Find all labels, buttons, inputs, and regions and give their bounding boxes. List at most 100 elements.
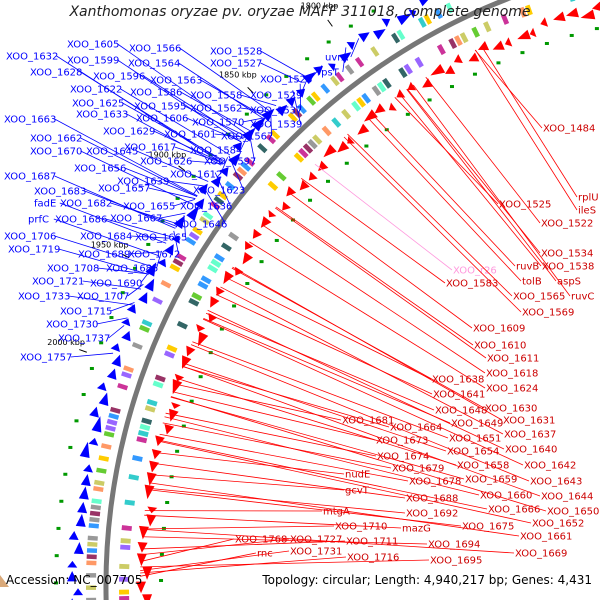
ruler-label: 1950 kbp — [91, 240, 129, 249]
forward-gene-arrow — [126, 304, 136, 314]
reverse-gene-leader — [159, 433, 409, 482]
cog-block — [453, 35, 463, 47]
cog-block — [296, 103, 307, 115]
reverse-gene-arrow — [139, 525, 149, 540]
cog-block — [261, 138, 272, 149]
cog-block — [240, 161, 252, 172]
forward-gene-arrow — [372, 29, 386, 40]
reverse-gene-leader — [140, 538, 235, 562]
forward-gene-label: XOO_1639 — [117, 177, 169, 188]
forward-gene-label: XOO_1570 — [192, 118, 244, 129]
forward-gene-label: XOO_1558 — [190, 91, 242, 102]
gc-mark — [226, 132, 231, 136]
reverse-gene-arrow — [357, 123, 370, 135]
forward-gene-arrow — [302, 72, 316, 85]
reverse-gene-leader — [406, 89, 557, 282]
reverse-gene-arrow — [186, 345, 196, 357]
gc-mark — [146, 242, 151, 246]
reverse-gene-label: XOO_1716 — [347, 553, 399, 564]
cog-block — [483, 21, 492, 33]
reverse-gene-label: XOO_1630 — [485, 404, 537, 415]
forward-gene-label: XOO_1612 — [170, 170, 222, 181]
gc-mark — [175, 196, 180, 200]
cog-block — [166, 268, 178, 278]
reverse-gene-leader — [158, 439, 488, 510]
forward-gene-arrow — [73, 588, 84, 596]
forward-gene-leader — [184, 105, 247, 137]
forward-gene-leader — [97, 267, 149, 275]
forward-gene-label: XOO_1662 — [30, 134, 82, 145]
forward-gene-leader — [130, 235, 170, 239]
forward-gene-arrow — [121, 318, 131, 327]
forward-gene-label: XOO_1685 — [106, 264, 158, 275]
forward-gene-leader — [153, 130, 224, 164]
reverse-gene-label: XOO_1652 — [532, 519, 584, 530]
cog-block — [391, 32, 401, 44]
cog-block — [185, 236, 197, 246]
gc-mark — [198, 375, 203, 379]
forward-gene-label: XOO_1682 — [60, 199, 112, 210]
cog-block — [344, 64, 355, 75]
reverse-gene-leader — [205, 312, 435, 411]
cog-block — [103, 430, 115, 438]
forward-gene-label: XOO_1686 — [55, 215, 107, 226]
forward-gene-label: XOO_1633 — [76, 110, 128, 121]
cog-block — [370, 46, 380, 57]
forward-gene-arrow — [261, 108, 275, 122]
reverse-gene-leader — [170, 396, 465, 480]
ruler-label: 2000 kbp — [47, 338, 85, 347]
cog-block — [191, 292, 203, 302]
cog-block — [366, 89, 377, 101]
forward-gene-leader — [260, 50, 308, 78]
ruler-tick — [247, 86, 254, 94]
reverse-gene-label: XOO_1651 — [449, 434, 501, 445]
reverse-gene-label: ruvB — [516, 262, 539, 273]
cog-block — [420, 53, 430, 65]
cog-block — [213, 195, 225, 206]
reverse-gene-label: XOO_1649 — [451, 419, 503, 430]
forward-gene-leader — [242, 117, 264, 123]
reverse-gene-arrow — [210, 296, 220, 308]
reverse-gene-arrow — [308, 171, 318, 181]
reverse-gene-label: XOO_1534 — [541, 249, 593, 260]
cog-block — [376, 81, 387, 93]
forward-gene-leader — [122, 102, 225, 162]
reverse-gene-arrow — [142, 566, 153, 580]
forward-gene-leader — [240, 133, 249, 151]
reverse-gene-label: XOO_1658 — [457, 461, 509, 472]
cog-block — [172, 258, 184, 267]
forward-gene-label: XOO_1687 — [4, 172, 56, 183]
reverse-gene-arrow — [197, 331, 209, 347]
forward-gene-label: XOO_1606 — [136, 114, 188, 125]
gc-mark — [245, 282, 250, 286]
cog-block — [146, 398, 158, 407]
forward-gene-label: XOO_1667 — [110, 214, 162, 225]
cog-block — [90, 504, 102, 511]
reverse-gene-arrow — [146, 514, 157, 527]
reverse-gene-leader — [142, 536, 428, 545]
forward-gene-leader — [173, 199, 196, 207]
forward-gene-arrow — [91, 416, 102, 433]
forward-gene-leader — [179, 47, 271, 112]
cog-block — [423, 13, 433, 25]
cog-block — [91, 498, 102, 505]
reverse-gene-leader — [183, 362, 447, 452]
cog-block — [121, 525, 132, 531]
genome-title: Xanthomonas oryzae pv. oryzae MAFF 31101… — [69, 4, 531, 20]
cog-block — [152, 380, 164, 389]
forward-gene-leader — [143, 75, 244, 140]
forward-gene-leader — [68, 295, 134, 306]
reverse-gene-leader — [142, 525, 335, 530]
forward-gene-arrow — [88, 437, 99, 446]
reverse-gene-label: XOO_1679 — [392, 464, 444, 475]
cog-block — [310, 91, 321, 102]
reverse-gene-label: XOO_1650 — [547, 507, 599, 518]
forward-gene-arrow — [157, 258, 166, 268]
forward-gene-arrow — [186, 205, 200, 221]
forward-gene-label: XOO_1584 — [190, 146, 242, 157]
forward-gene-leader — [127, 283, 144, 297]
cog-block — [106, 418, 118, 426]
forward-gene-label: XOO_1527 — [210, 59, 262, 70]
cog-block — [244, 157, 256, 167]
